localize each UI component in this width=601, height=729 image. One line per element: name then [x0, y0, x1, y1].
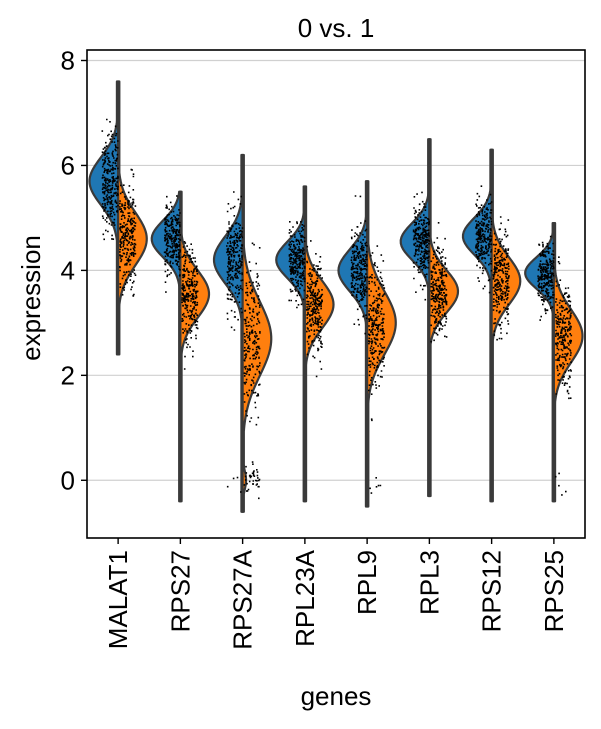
points-rpl9-1: [368, 245, 386, 494]
points-rpl3-1: [430, 222, 448, 343]
violin-rps27-0: [150, 190, 182, 503]
points-rps27-1: [181, 241, 199, 370]
x-axis-label: genes: [301, 681, 372, 711]
x-tick-label-rpl9: RPL9: [352, 550, 382, 615]
x-tick-label-rpl23a: RPL23A: [290, 549, 320, 646]
plot-frame: [86, 49, 586, 539]
y-tick-label: 8: [61, 45, 75, 75]
points-rps25-1: [554, 256, 573, 496]
y-tick-label: 2: [61, 360, 75, 390]
points-rps27a-1: [243, 242, 261, 500]
points-rps27-0: [163, 195, 182, 293]
violin-rpl9-1: [366, 180, 397, 508]
y-axis: 0 2 4 6 8: [61, 45, 87, 495]
x-tick-label-rps25: RPS25: [539, 550, 569, 632]
jitter-points: [101, 118, 573, 500]
points-rpl3-0: [412, 191, 431, 301]
y-axis-label: expression: [16, 235, 46, 361]
violin-rpl3-1: [428, 138, 460, 498]
violin-rpl3-0: [399, 138, 431, 498]
violin-rps27a-1: [241, 153, 273, 513]
points-rpl23a-0: [288, 221, 306, 309]
x-axis: MALAT1 RPS27 RPS27A RPL23A RPL9 RPL3 RPS12 RPS2…: [103, 538, 569, 650]
points-rpl23a-1: [305, 240, 324, 378]
gridlines: [87, 59, 585, 481]
x-tick-label-rps12: RPS12: [477, 550, 507, 632]
violin-rps25-1: [552, 222, 584, 503]
chart-title: 0 vs. 1: [298, 13, 375, 43]
violin-rps12-1: [490, 148, 522, 503]
points-rps12-1: [492, 216, 510, 341]
y-tick-label: 6: [61, 150, 75, 180]
violins: [88, 80, 584, 513]
x-tick-label-malat1: MALAT1: [103, 550, 133, 649]
y-tick-label: 4: [61, 255, 75, 285]
violin-malat1-0: [88, 80, 120, 356]
points-malat1-1: [119, 168, 137, 297]
x-tick-label-rps27a: RPS27A: [228, 549, 258, 649]
points-rpl9-0: [350, 195, 368, 335]
points-rps12-0: [475, 185, 493, 294]
points-malat1-0: [101, 118, 119, 241]
points-rps27a-0: [226, 191, 244, 493]
x-tick-label-rps27: RPS27: [165, 550, 195, 632]
violin-rps12-0: [461, 148, 493, 503]
violin-rps27-1: [179, 190, 211, 503]
points-rps25-0: [537, 235, 555, 321]
violin-rpl9-0: [337, 180, 369, 508]
violin-rps27a-0: [212, 153, 244, 513]
y-tick-label: 0: [61, 465, 75, 495]
x-tick-label-rpl3: RPL3: [414, 550, 444, 615]
